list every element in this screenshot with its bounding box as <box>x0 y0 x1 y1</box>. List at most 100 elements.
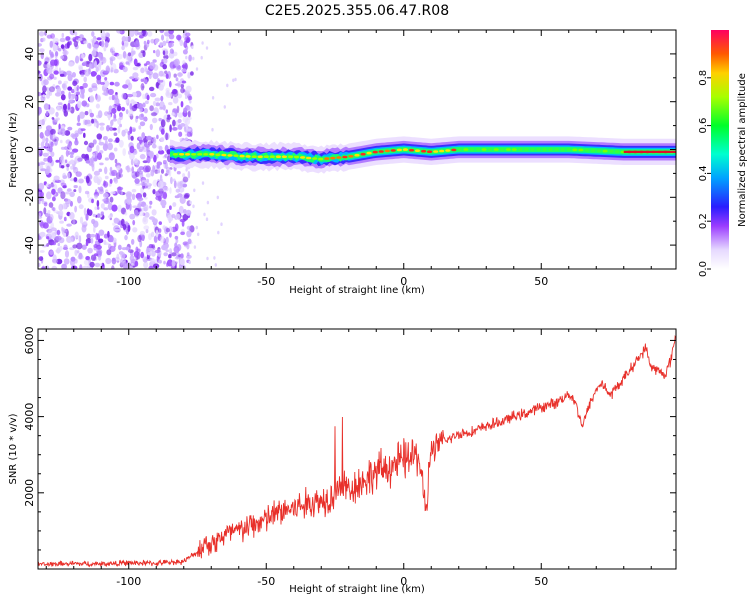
noise-speckle <box>99 125 105 131</box>
noise-speckle <box>79 216 84 224</box>
noise-speckle <box>63 80 69 85</box>
noise-speckle <box>140 251 144 259</box>
noise-speckle <box>93 175 99 184</box>
noise-speckle <box>46 34 53 39</box>
noise-speckle <box>103 200 110 205</box>
noise-speckle <box>111 169 118 177</box>
noise-speckle <box>66 188 72 192</box>
noise-speckle <box>147 70 153 76</box>
noise-speckle <box>48 202 54 208</box>
signal-hotspot <box>239 154 245 158</box>
noise-speckle <box>125 61 130 65</box>
noise-speckle <box>172 89 179 98</box>
noise-speckle <box>39 231 46 238</box>
noise-speckle <box>43 79 49 86</box>
signal-hotspot <box>529 148 536 151</box>
noise-speckle <box>180 83 185 89</box>
signal-hotspot <box>263 155 269 158</box>
noise-speckle <box>51 188 56 195</box>
noise-speckle <box>158 84 164 91</box>
noise-speckle <box>178 205 184 214</box>
noise-speckle <box>123 39 129 48</box>
noise-speckle <box>134 30 139 36</box>
noise-speckle <box>142 50 146 58</box>
noise-speckle <box>53 175 60 181</box>
noise-speckle <box>69 191 75 198</box>
noise-speckle <box>193 245 197 249</box>
noise-speckle <box>116 253 120 260</box>
noise-speckle <box>111 204 118 212</box>
noise-speckle <box>144 212 150 218</box>
noise-speckle <box>133 251 139 258</box>
noise-speckle <box>40 52 44 60</box>
noise-speckle <box>66 223 72 227</box>
signal-hotspot <box>203 153 209 156</box>
noise-speckle <box>74 130 79 138</box>
noise-speckle <box>49 86 55 93</box>
signal-hotspot <box>469 148 475 151</box>
noise-speckle <box>111 265 115 269</box>
noise-speckle <box>75 95 78 101</box>
noise-speckle <box>79 111 85 119</box>
noise-speckle <box>103 207 109 211</box>
noise-speckle <box>162 191 168 200</box>
noise-speckle <box>158 228 162 233</box>
noise-speckle <box>164 173 168 177</box>
noise-speckle <box>117 186 122 194</box>
noise-speckle <box>100 211 105 216</box>
noise-speckle <box>163 252 168 257</box>
noise-speckle <box>46 110 49 116</box>
noise-speckle <box>113 147 118 152</box>
noise-speckle <box>205 217 209 221</box>
noise-speckle <box>138 113 145 121</box>
noise-speckle <box>181 68 187 73</box>
noise-speckle <box>132 205 139 209</box>
noise-speckle <box>177 118 182 124</box>
noise-speckle <box>166 36 169 43</box>
noise-speckle <box>139 153 146 160</box>
noise-speckle <box>91 118 94 124</box>
signal-hotspot <box>372 150 378 154</box>
noise-speckle <box>165 87 170 94</box>
noise-speckle <box>104 41 109 48</box>
noise-speckle <box>51 265 58 269</box>
noise-speckle <box>92 139 97 145</box>
noise-speckle <box>174 223 179 232</box>
noise-speckle <box>112 127 117 131</box>
noise-speckle <box>169 80 172 88</box>
noise-speckle <box>105 32 110 38</box>
noise-speckle <box>162 40 167 46</box>
noise-speckle <box>112 222 116 226</box>
noise-speckle <box>61 226 64 232</box>
noise-speckle <box>169 187 172 194</box>
noise-speckle <box>125 109 129 115</box>
snr-frame <box>37 328 677 570</box>
noise-speckle <box>80 40 84 45</box>
noise-speckle <box>132 219 136 226</box>
noise-speckle <box>193 188 196 193</box>
noise-speckle <box>65 149 69 157</box>
noise-speckle <box>150 258 155 263</box>
signal-hotspot <box>542 148 548 151</box>
noise-speckle <box>49 250 54 256</box>
noise-speckle <box>59 73 65 77</box>
noise-speckle <box>111 257 117 265</box>
noise-speckle <box>39 48 45 53</box>
noise-speckle <box>153 50 156 54</box>
noise-speckle <box>104 139 108 148</box>
noise-speckle <box>143 204 149 212</box>
noise-speckle <box>187 106 193 112</box>
noise-speckle <box>124 128 129 134</box>
signal-hotspot <box>463 148 469 151</box>
x-tick-label: -100 <box>116 575 141 588</box>
noise-speckle <box>131 188 137 193</box>
noise-speckle <box>103 181 109 188</box>
noise-speckle <box>171 214 176 218</box>
noise-speckle <box>213 256 216 260</box>
noise-speckle <box>73 177 78 182</box>
noise-speckle <box>168 33 175 40</box>
noise-speckle <box>85 176 90 184</box>
signal-hotspot <box>257 155 263 158</box>
noise-speckle <box>111 107 117 114</box>
